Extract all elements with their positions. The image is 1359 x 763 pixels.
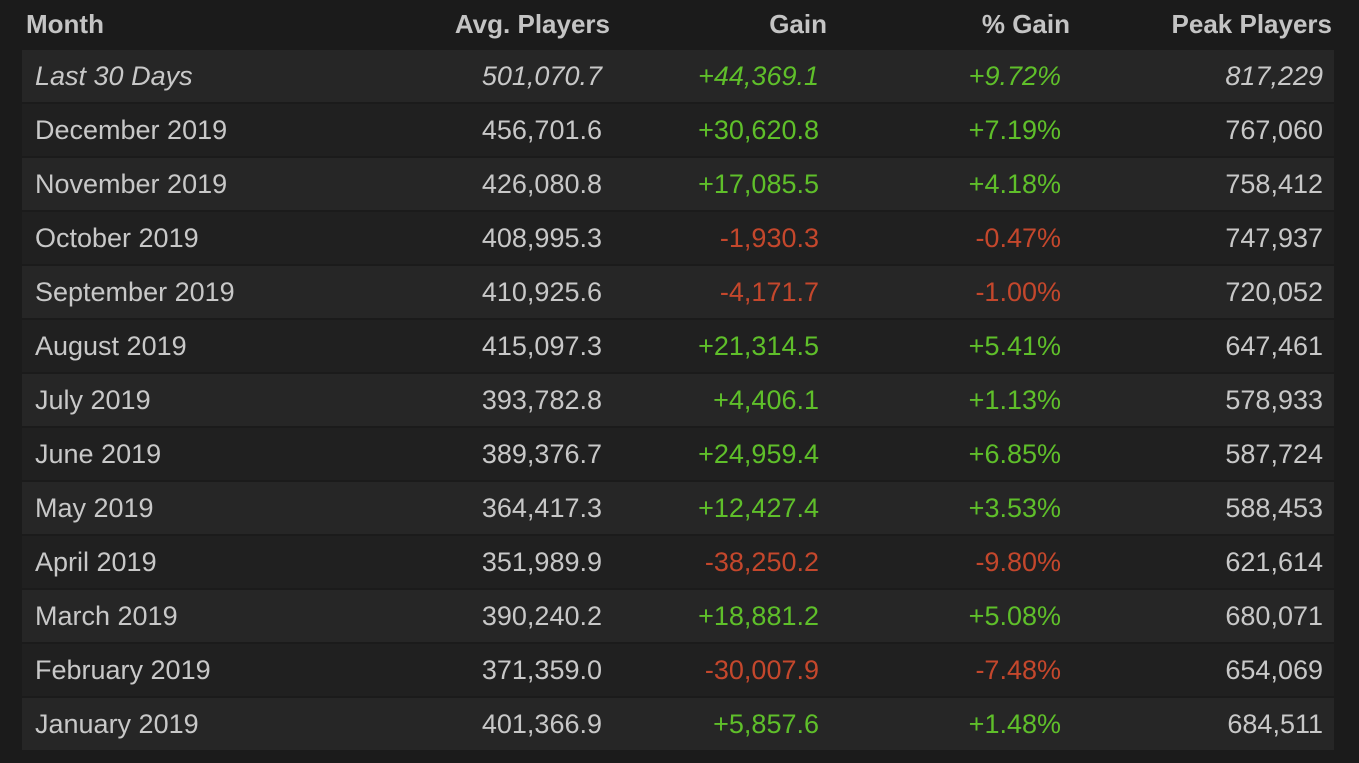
header-percent-gain: % Gain	[981, 9, 1070, 39]
month-cell: Last 30 Days	[35, 61, 193, 91]
month-cell: August 2019	[35, 331, 187, 361]
percent-gain-cell: -1.00%	[975, 277, 1061, 307]
avg-players-cell: 408,995.3	[481, 223, 602, 253]
table-row	[22, 158, 1334, 210]
table-row	[22, 482, 1334, 534]
month-cell: February 2019	[35, 655, 211, 685]
percent-gain-cell: -7.48%	[975, 655, 1061, 685]
gain-cell: +24,959.4	[698, 439, 819, 469]
table-row	[22, 320, 1334, 372]
month-cell: January 2019	[35, 709, 199, 739]
gain-cell: +18,881.2	[698, 601, 819, 631]
avg-players-cell: 371,359.0	[481, 655, 602, 685]
percent-gain-cell: +6.85%	[968, 439, 1061, 469]
gain-cell: -4,171.7	[719, 277, 819, 307]
peak-players-cell: 747,937	[1225, 223, 1323, 253]
percent-gain-cell: +9.72%	[968, 61, 1061, 91]
table-row	[22, 212, 1334, 264]
peak-players-cell: 767,060	[1225, 115, 1323, 145]
month-cell: October 2019	[35, 223, 199, 253]
peak-players-cell: 654,069	[1225, 655, 1323, 685]
percent-gain-cell: +1.48%	[968, 709, 1061, 739]
avg-players-cell: 426,080.8	[481, 169, 602, 199]
table-row	[22, 644, 1334, 696]
table-row	[22, 50, 1334, 102]
table-row	[22, 104, 1334, 156]
peak-players-cell: 578,933	[1225, 385, 1323, 415]
peak-players-cell: 817,229	[1225, 61, 1323, 91]
percent-gain-cell: +1.13%	[968, 385, 1061, 415]
table-row	[22, 536, 1334, 588]
header-avg-players: Avg. Players	[454, 9, 610, 39]
month-cell: June 2019	[35, 439, 162, 469]
avg-players-cell: 390,240.2	[481, 601, 602, 631]
table-row	[22, 266, 1334, 318]
gain-cell: +17,085.5	[698, 169, 819, 199]
percent-gain-cell: +5.08%	[968, 601, 1061, 631]
percent-gain-cell: +7.19%	[968, 115, 1061, 145]
peak-players-cell: 680,071	[1225, 601, 1323, 631]
peak-players-cell: 720,052	[1225, 277, 1323, 307]
header-month: Month	[26, 9, 104, 39]
percent-gain-cell: +3.53%	[968, 493, 1061, 523]
peak-players-cell: 621,614	[1225, 547, 1323, 577]
month-cell: March 2019	[35, 601, 178, 631]
avg-players-cell: 351,989.9	[481, 547, 602, 577]
month-cell: April 2019	[35, 547, 157, 577]
avg-players-cell: 393,782.8	[481, 385, 602, 415]
gain-cell: +21,314.5	[698, 331, 819, 361]
month-cell: November 2019	[35, 169, 228, 199]
peak-players-cell: 647,461	[1225, 331, 1323, 361]
avg-players-cell: 456,701.6	[481, 115, 602, 145]
percent-gain-cell: -0.47%	[975, 223, 1061, 253]
peak-players-cell: 587,724	[1225, 439, 1323, 469]
gain-cell: +30,620.8	[698, 115, 819, 145]
gain-cell: +44,369.1	[698, 61, 819, 91]
avg-players-cell: 501,070.7	[481, 61, 602, 91]
gain-cell: +5,857.6	[713, 709, 819, 739]
avg-players-cell: 364,417.3	[481, 493, 602, 523]
month-cell: July 2019	[35, 385, 151, 415]
table-row	[22, 698, 1334, 750]
table-row	[22, 374, 1334, 426]
avg-players-cell: 410,925.6	[481, 277, 602, 307]
table-row	[22, 428, 1334, 480]
percent-gain-cell: +5.41%	[968, 331, 1061, 361]
peak-players-cell: 758,412	[1225, 169, 1323, 199]
header-peak-players: Peak Players	[1171, 9, 1332, 39]
avg-players-cell: 401,366.9	[481, 709, 602, 739]
month-cell: December 2019	[35, 115, 228, 145]
gain-cell: +12,427.4	[698, 493, 819, 523]
percent-gain-cell: -9.80%	[975, 547, 1061, 577]
table-row	[22, 590, 1334, 642]
gain-cell: -1,930.3	[719, 223, 819, 253]
avg-players-cell: 415,097.3	[481, 331, 602, 361]
month-cell: September 2019	[35, 277, 235, 307]
percent-gain-cell: +4.18%	[968, 169, 1061, 199]
month-cell: May 2019	[35, 493, 154, 523]
gain-cell: +4,406.1	[713, 385, 819, 415]
peak-players-cell: 588,453	[1225, 493, 1323, 523]
header-gain: Gain	[769, 9, 827, 39]
gain-cell: -30,007.9	[704, 655, 819, 685]
gain-cell: -38,250.2	[704, 547, 819, 577]
peak-players-cell: 684,511	[1227, 709, 1323, 739]
avg-players-cell: 389,376.7	[481, 439, 602, 469]
